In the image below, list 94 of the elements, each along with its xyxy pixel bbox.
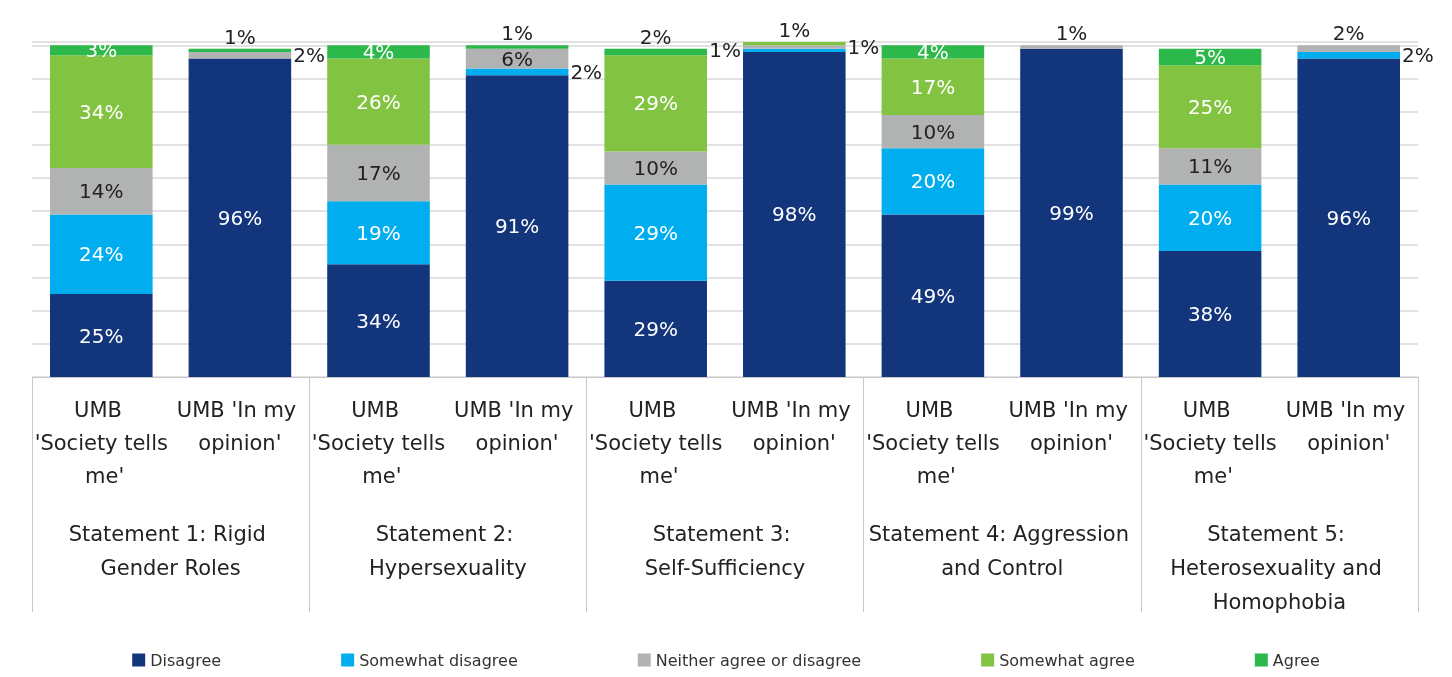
data-label: 17% — [910, 74, 956, 99]
bar — [327, 144, 430, 202]
bar — [327, 58, 430, 145]
x-tick-label: UMB 'Society tells me' — [589, 397, 723, 488]
bar — [743, 51, 846, 377]
bar — [1158, 184, 1262, 251]
bar — [1158, 65, 1262, 149]
bar — [604, 55, 707, 152]
bar — [881, 58, 985, 115]
data-label: 19% — [356, 220, 401, 245]
x-tick-label: UMB 'Society tells me' — [311, 397, 446, 488]
bar — [604, 280, 707, 377]
legend-label: Somewhat disagree — [359, 650, 518, 670]
bar — [1297, 58, 1400, 377]
legend-label: Agree — [1272, 650, 1320, 670]
bar — [604, 184, 707, 281]
bar — [50, 168, 153, 215]
bar — [50, 294, 153, 377]
data-label: 20% — [1187, 205, 1233, 230]
data-label: 1% — [847, 34, 880, 59]
bar — [50, 214, 153, 295]
data-label: 34% — [356, 308, 401, 333]
data-label: 1% — [501, 21, 533, 46]
bar — [1297, 45, 1400, 52]
bar — [327, 201, 430, 265]
bar — [465, 45, 569, 49]
bar — [188, 58, 292, 377]
data-label: 2% — [293, 43, 325, 68]
bar — [1158, 250, 1262, 377]
data-label: 10% — [633, 156, 678, 181]
bar — [1297, 51, 1400, 59]
bar — [465, 75, 569, 377]
x-tick-label: UMB 'Society tells me' — [1143, 397, 1277, 488]
bar — [881, 148, 985, 215]
data-label: 1% — [778, 18, 811, 42]
data-label: 2% — [1332, 21, 1365, 46]
data-label: 98% — [772, 202, 817, 227]
data-label: 29% — [633, 220, 678, 245]
data-label: 2% — [639, 24, 672, 49]
bar — [881, 214, 985, 377]
data-label: 34% — [79, 99, 124, 124]
x-tick-label: UMB 'Society tells me' — [34, 397, 168, 488]
data-label: 99% — [1049, 200, 1094, 225]
bar — [327, 45, 430, 59]
bar — [327, 264, 430, 377]
data-label: 6% — [501, 46, 533, 71]
data-label: 10% — [910, 119, 956, 144]
x-tick-label: UMB 'In my opinion' — [454, 397, 581, 455]
data-label: 38% — [1187, 301, 1233, 326]
data-label: 5% — [1194, 44, 1226, 69]
data-label: 96% — [217, 205, 263, 230]
bar — [50, 55, 153, 169]
data-label: 25% — [79, 323, 124, 348]
text: Statement 5: Heterosexuality and Homophobia — [1170, 522, 1389, 614]
bar — [604, 151, 707, 185]
x-tick-label: UMB 'In my opinion' — [176, 397, 303, 455]
text: Statement 2: Hypersexuality — [369, 522, 527, 580]
bar — [188, 48, 292, 52]
legend-label: Disagree — [150, 650, 222, 670]
data-label: 1% — [1055, 21, 1088, 46]
data-label: 17% — [356, 161, 401, 186]
data-label: 96% — [1326, 205, 1371, 230]
bar — [188, 51, 292, 59]
data-label: 1% — [709, 38, 742, 63]
legend-label: Neither agree or disagree — [655, 650, 862, 670]
data-label: 1% — [224, 24, 256, 49]
data-label: 4% — [917, 39, 949, 64]
text: Statement 4: Aggression and Control — [868, 522, 1136, 580]
data-label: 2% — [570, 59, 603, 84]
x-tick-label: UMB 'In my opinion' — [1008, 397, 1135, 455]
data-label: 29% — [633, 91, 678, 116]
data-label: 25% — [1187, 94, 1233, 119]
data-label: 91% — [494, 214, 540, 239]
data-label: 24% — [79, 242, 124, 267]
data-label: 26% — [356, 89, 401, 114]
x-tick-label: UMB 'In my opinion' — [1285, 397, 1412, 455]
bar — [1020, 48, 1123, 377]
bar — [465, 68, 569, 76]
data-label: 29% — [633, 316, 678, 341]
legend-label: Somewhat agree — [999, 650, 1135, 670]
data-label: 14% — [79, 179, 124, 204]
x-tick-label: UMB 'In my opinion' — [731, 397, 858, 455]
text: Statement 3: Self-Sufficiency — [644, 522, 806, 580]
data-label: 49% — [910, 283, 956, 308]
data-label: 11% — [1187, 154, 1233, 179]
text: Statement 1: Rigid Gender Roles — [68, 522, 273, 580]
bar — [604, 48, 707, 56]
bar — [881, 114, 985, 149]
x-tick-label: UMB 'Society tells me' — [866, 397, 1000, 488]
data-label: 2% — [1401, 43, 1434, 68]
data-label: 20% — [910, 169, 956, 194]
bar — [1020, 45, 1123, 49]
bar — [1158, 148, 1262, 185]
data-label: 4% — [362, 39, 395, 64]
